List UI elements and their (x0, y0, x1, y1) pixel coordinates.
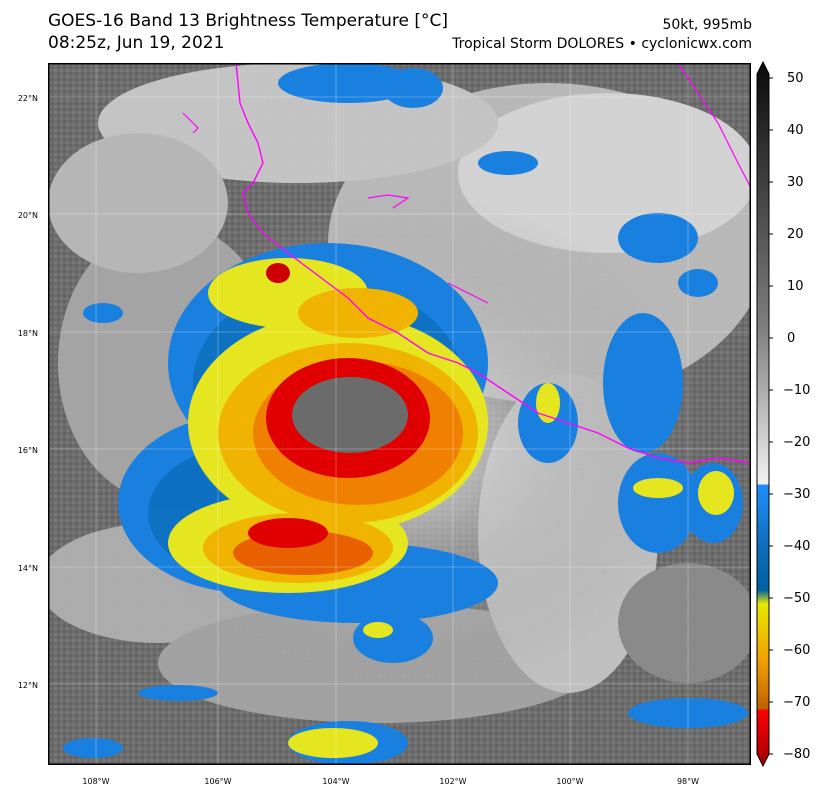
cbar-tick-m60: −60 (783, 643, 810, 658)
lat-label-14: 14°N (18, 564, 38, 573)
cbar-tick-m20: −20 (783, 435, 810, 450)
lat-label-12: 12°N (18, 681, 38, 690)
cbar-tick-m10: −10 (783, 383, 810, 398)
cbar-tick-m70: −70 (783, 695, 810, 710)
colorbar: 50 40 30 20 10 0 −10 −20 −30 −40 −50 −60… (756, 60, 810, 768)
cbar-tick-30: 30 (787, 175, 804, 190)
lon-label-104: 104°W (322, 777, 349, 786)
cbar-tick-10: 10 (787, 279, 804, 294)
longitude-axis: 108°W 106°W 104°W 102°W 100°W 98°W (82, 777, 699, 786)
lon-label-102: 102°W (439, 777, 466, 786)
cbar-tick-20: 20 (787, 227, 804, 242)
cbar-tick-0: 0 (787, 331, 795, 346)
lon-label-106: 106°W (204, 777, 231, 786)
storm-eye (292, 377, 408, 453)
storm-info-block: 50kt, 995mb Tropical Storm DOLORES • cyc… (452, 16, 752, 54)
storm-source: Tropical Storm DOLORES • cyclonicwx.com (452, 36, 752, 52)
map-title: GOES-16 Band 13 Brightness Temperature [… (48, 11, 449, 31)
lat-label-20: 20°N (18, 211, 38, 220)
title-block: GOES-16 Band 13 Brightness Temperature [… (48, 10, 448, 54)
latitude-axis: 22°N 20°N 18°N 16°N 14°N 12°N (18, 94, 38, 690)
lat-label-18: 18°N (18, 329, 38, 338)
map-timestamp: 08:25z, Jun 19, 2021 (48, 33, 225, 53)
coastline (235, 63, 751, 464)
lon-label-108: 108°W (82, 777, 109, 786)
lon-label-98: 98°W (677, 777, 699, 786)
cbar-tick-m30: −30 (783, 487, 810, 502)
graticule (48, 63, 751, 765)
storm-intensity: 50kt, 995mb (662, 17, 752, 33)
lat-label-22: 22°N (18, 94, 38, 103)
lon-label-100: 100°W (556, 777, 583, 786)
cbar-tick-40: 40 (787, 123, 804, 138)
cbar-tick-m50: −50 (783, 591, 810, 606)
cbar-tick-50: 50 (787, 71, 804, 86)
cbar-tick-m40: −40 (783, 539, 810, 554)
cbar-tick-m80: −80 (783, 747, 810, 762)
lat-label-16: 16°N (18, 446, 38, 455)
satellite-map (48, 63, 751, 765)
